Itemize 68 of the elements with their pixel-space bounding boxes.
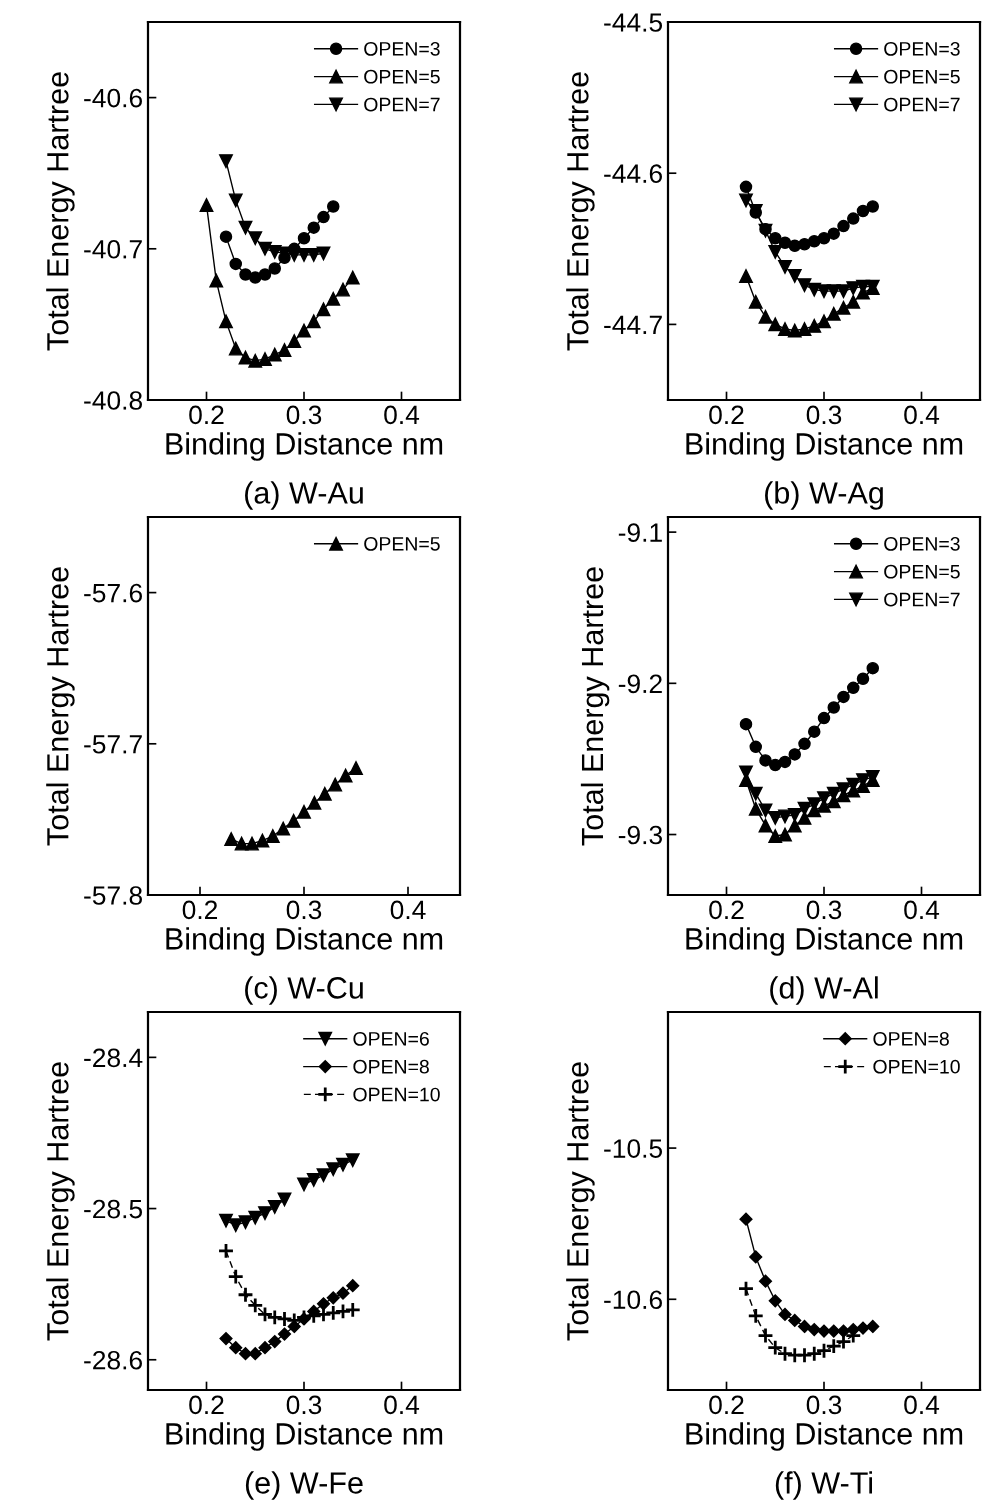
legend-label: OPEN=5 — [364, 69, 440, 84]
y-axis-title: Total Energy Hartree — [46, 1062, 75, 1341]
x-tick-label: 0.2 — [709, 1395, 744, 1415]
y-axis-title: Total Energy Hartree — [566, 1062, 595, 1341]
y-axis-title: Total Energy Hartree — [46, 567, 75, 846]
legend-label: OPEN=7 — [884, 592, 960, 607]
x-tick-label: 0.4 — [904, 1395, 940, 1415]
legend-label: OPEN=8 — [353, 1059, 429, 1074]
y-tick-label: -44.6 — [604, 164, 662, 184]
y-tick-label: -28.4 — [84, 1048, 143, 1068]
y-tick-label: -40.6 — [84, 88, 142, 108]
y-tick-label: -44.7 — [604, 315, 662, 334]
x-tick-label: 0.4 — [384, 405, 420, 425]
y-axis-title: Total Energy Hartree — [46, 72, 75, 351]
x-tick-label: 0.2 — [709, 405, 744, 425]
y-axis-title: Total Energy Hartree — [580, 567, 610, 846]
y-tick-label: -9.2 — [618, 674, 662, 694]
x-tick-label: 0.3 — [806, 405, 842, 425]
y-tick-label: -28.6 — [84, 1350, 142, 1370]
y-tick-label: -10.5 — [604, 1139, 663, 1158]
x-tick-label: 0.3 — [806, 900, 842, 920]
text: (a) W-Au — [245, 481, 363, 510]
y-tick-label: -9.1 — [618, 523, 662, 542]
x-tick-label: 0.3 — [286, 900, 322, 920]
x-tick-label: 0.2 — [189, 405, 224, 425]
legend-label: OPEN=6 — [353, 1031, 429, 1046]
x-axis-title: Binding Distance nm — [686, 432, 963, 461]
x-axis-title: Binding Distance nm — [686, 1422, 963, 1451]
text: (d) W-Al — [770, 976, 878, 1005]
y-axis-title: Total Energy Hartree — [566, 72, 595, 351]
x-tick-label: 0.3 — [286, 405, 322, 425]
y-tick-label: -28.5 — [84, 1199, 143, 1219]
y-tick-label: -9.3 — [618, 825, 662, 845]
y-tick-label: -10.6 — [604, 1290, 662, 1310]
legend-label: OPEN=10 — [873, 1059, 960, 1074]
x-tick-label: 0.3 — [286, 1395, 322, 1415]
legend-label: OPEN=3 — [364, 41, 440, 56]
legend-label: OPEN=8 — [873, 1031, 949, 1046]
y-tick-label: -44.5 — [604, 13, 663, 32]
x-tick-label: 0.3 — [806, 1395, 842, 1415]
legend-label: OPEN=10 — [353, 1087, 440, 1102]
text: (f) W-Ti — [775, 1471, 872, 1500]
legend-label: OPEN=7 — [364, 97, 440, 112]
legend-label: OPEN=7 — [884, 97, 960, 112]
text: (e) W-Fe — [245, 1471, 363, 1500]
y-tick-label: -57.6 — [84, 583, 142, 603]
x-tick-label: 0.2 — [182, 900, 218, 920]
x-axis-title: Binding Distance nm — [166, 1422, 443, 1451]
legend-label: OPEN=3 — [884, 536, 960, 551]
legend-label: OPEN=5 — [884, 564, 960, 579]
x-axis-title: Binding Distance nm — [166, 927, 443, 956]
text: (b) W-Ag — [765, 481, 883, 510]
y-tick-label: -57.8 — [84, 886, 142, 905]
x-tick-label: 0.4 — [904, 900, 940, 920]
x-tick-label: 0.4 — [904, 405, 940, 425]
y-tick-label: -57.7 — [84, 735, 142, 754]
x-tick-label: 0.4 — [390, 900, 426, 920]
y-tick-label: -40.8 — [84, 391, 142, 410]
text: (c) W-Cu — [245, 976, 363, 1005]
x-axis-title: Binding Distance nm — [166, 432, 443, 461]
x-tick-label: 0.2 — [709, 900, 744, 920]
legend-label: OPEN=3 — [884, 41, 960, 56]
x-axis-title: Binding Distance nm — [686, 927, 963, 956]
legend-label: OPEN=5 — [884, 69, 960, 84]
x-tick-label: 0.4 — [384, 1395, 420, 1415]
x-tick-label: 0.2 — [189, 1395, 224, 1415]
y-tick-label: -40.7 — [84, 239, 142, 259]
legend-label: OPEN=5 — [364, 536, 440, 551]
